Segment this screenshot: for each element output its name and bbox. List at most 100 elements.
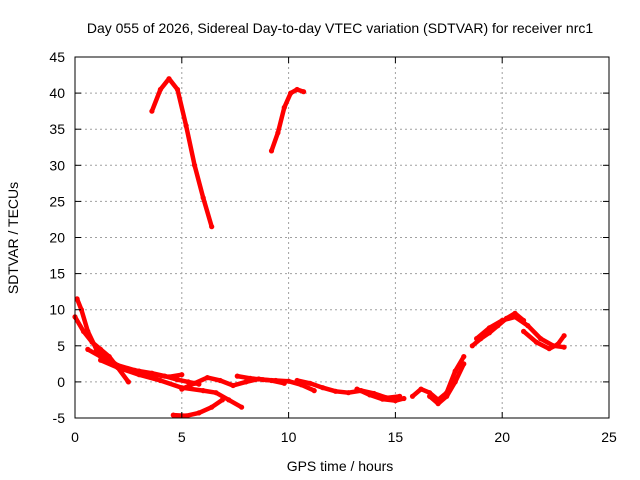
data-point [192, 380, 198, 386]
data-point [213, 390, 219, 396]
data-point [204, 375, 210, 381]
data-point [294, 377, 300, 384]
data-point [80, 328, 87, 334]
data-point [98, 357, 104, 363]
data-point [380, 396, 386, 402]
data-point [98, 346, 104, 352]
data-point [170, 412, 176, 418]
data-point [461, 354, 467, 360]
data-point [78, 307, 84, 313]
data-point [354, 386, 360, 392]
data-point [427, 393, 433, 399]
data-point [452, 368, 458, 374]
data-point [239, 404, 245, 410]
x-axis-title: GPS time / hours [287, 458, 394, 474]
data-point [179, 372, 185, 378]
data-point [286, 378, 292, 384]
data-point [301, 89, 307, 95]
series-line-arc-2 [269, 87, 306, 154]
y-tick-label: 35 [49, 121, 65, 137]
data-point [525, 323, 531, 329]
data-point [85, 346, 91, 352]
data-point [200, 195, 206, 201]
data-point [512, 310, 518, 316]
data-point [196, 410, 202, 416]
data-point [275, 130, 281, 136]
data-point [157, 86, 163, 93]
data-point [192, 162, 198, 168]
data-point [179, 386, 185, 392]
data-point [561, 344, 567, 350]
data-point [561, 333, 567, 339]
data-point [98, 354, 104, 360]
data-point [149, 108, 155, 114]
data-point [294, 86, 300, 93]
y-tick-label: 10 [49, 302, 65, 318]
data-point [174, 86, 181, 93]
grid-lines [75, 57, 609, 418]
data-point [345, 390, 351, 396]
data-point [444, 393, 450, 399]
data-point [166, 76, 172, 82]
data-point [209, 224, 215, 230]
y-tick-label: 5 [57, 338, 65, 354]
data-point [219, 397, 225, 403]
y-tick-label: 30 [49, 157, 65, 173]
data-point [418, 386, 424, 392]
data-point [409, 393, 416, 399]
data-point [427, 390, 433, 396]
data-point [268, 148, 275, 154]
data-point [435, 401, 441, 407]
data-point [106, 354, 112, 360]
data-point [320, 385, 326, 391]
data-point [499, 317, 505, 324]
data-point [538, 336, 544, 342]
y-tick-label: 25 [49, 193, 65, 209]
data-point [311, 388, 317, 394]
y-axis-title: SDTVAR / TECUs [5, 182, 21, 294]
data-point [452, 379, 458, 385]
data-point [260, 377, 266, 383]
data-point [200, 388, 206, 394]
data-point [174, 377, 181, 383]
y-tick-label: 15 [49, 266, 65, 282]
data-point [115, 364, 121, 371]
y-tick-label: 40 [49, 85, 65, 101]
data-point [461, 361, 467, 367]
data-point [234, 373, 240, 379]
data-point [183, 413, 189, 419]
data-point [512, 314, 518, 320]
data-point [226, 397, 232, 403]
x-tick-label: 25 [601, 429, 617, 445]
data-point [533, 339, 540, 345]
data-point [157, 377, 163, 384]
data-point [125, 379, 131, 385]
data-point [546, 346, 552, 352]
data-point [307, 380, 313, 386]
y-tick-label: -5 [53, 410, 66, 426]
x-tick-label: 0 [71, 429, 79, 445]
data-point [367, 392, 373, 398]
axis-ticks [74, 56, 610, 419]
data-point [247, 375, 253, 381]
data-point [162, 373, 168, 379]
data-point [243, 379, 249, 385]
y-tick-label: 45 [49, 49, 65, 65]
x-tick-labels: 0 5 10 15 20 25 [71, 429, 617, 445]
y-tick-label: 0 [57, 374, 65, 390]
data-point [273, 377, 279, 384]
data-point [217, 377, 223, 384]
data-point [209, 404, 215, 410]
data-point [555, 341, 561, 347]
data-point [136, 372, 142, 378]
data-point [183, 123, 189, 129]
x-tick-label: 5 [178, 429, 186, 445]
data-point [230, 382, 236, 389]
data-point [89, 339, 95, 345]
data-point [486, 325, 492, 331]
data-point [474, 336, 480, 342]
y-tick-label: 20 [49, 230, 65, 246]
data-point [333, 388, 339, 394]
data-point [469, 343, 475, 349]
